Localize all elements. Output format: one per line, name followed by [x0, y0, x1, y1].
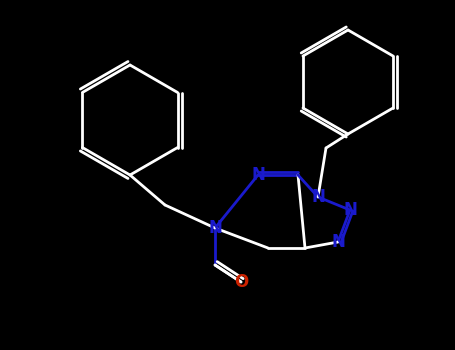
Text: O: O	[234, 273, 248, 291]
Text: N: N	[251, 166, 265, 184]
Text: N: N	[311, 188, 325, 206]
Text: N: N	[343, 201, 357, 219]
Text: N: N	[331, 233, 345, 251]
Text: N: N	[208, 219, 222, 237]
